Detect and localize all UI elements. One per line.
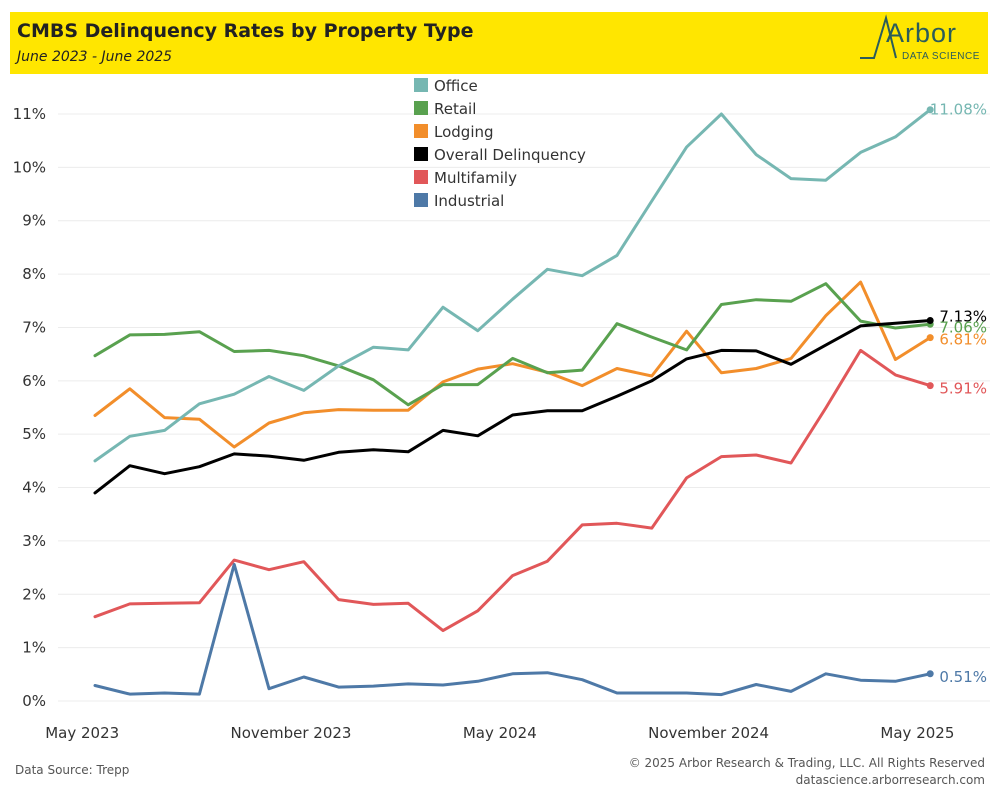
- y-tick-label: 9%: [22, 212, 46, 230]
- legend-swatch: [414, 170, 428, 184]
- series-line-multifamily: [93, 348, 932, 633]
- x-tick-label: May 2024: [463, 724, 537, 742]
- data-source: Data Source: Trepp: [15, 763, 130, 777]
- series-end-point: [926, 106, 934, 114]
- end-value-label: 7.13%: [939, 308, 987, 326]
- legend-label: Office: [434, 77, 478, 95]
- series-end-point: [926, 317, 934, 325]
- series-line-overall-delinquency: [93, 319, 932, 495]
- chart-header: CMBS Delinquency Rates by Property Type …: [10, 12, 988, 74]
- end-value-label: 6.81%: [939, 331, 987, 349]
- y-tick-label: 10%: [13, 158, 46, 176]
- series-end-point: [926, 670, 934, 678]
- y-tick-label: 8%: [22, 265, 46, 283]
- footer-credits: © 2025 Arbor Research & Trading, LLC. Al…: [629, 755, 985, 789]
- series-end-point: [926, 382, 934, 390]
- legend-swatch: [414, 78, 428, 92]
- legend-label: Multifamily: [434, 169, 517, 187]
- series-line-retail: [93, 282, 932, 407]
- legend-label: Retail: [434, 100, 476, 118]
- legend-label: Overall Delinquency: [434, 146, 586, 164]
- x-tick-label: May 2023: [45, 724, 119, 742]
- legend-swatch: [414, 193, 428, 207]
- series-line-industrial: [93, 562, 932, 697]
- x-tick-label: November 2024: [648, 724, 769, 742]
- legend-label: Industrial: [434, 192, 504, 210]
- legend-label: Lodging: [434, 123, 494, 141]
- legend-swatch: [414, 101, 428, 115]
- series-line-office: [93, 108, 932, 463]
- y-tick-label: 4%: [22, 479, 46, 497]
- series-line-lodging: [93, 280, 932, 449]
- y-tick-label: 7%: [22, 318, 46, 336]
- series-end-point: [926, 334, 934, 342]
- y-tick-label: 5%: [22, 425, 46, 443]
- logo-subtitle: DATA SCIENCE: [902, 51, 980, 62]
- x-tick-label: November 2023: [231, 724, 352, 742]
- copyright-text: © 2025 Arbor Research & Trading, LLC. Al…: [628, 756, 985, 770]
- end-value-label: 5.91%: [939, 380, 987, 398]
- y-tick-label: 1%: [22, 639, 46, 657]
- chart-title: CMBS Delinquency Rates by Property Type: [17, 20, 474, 42]
- website-link[interactable]: datascience.arborresearch.com: [795, 773, 985, 787]
- x-tick-label: May 2025: [880, 724, 954, 742]
- end-value-label: 0.51%: [939, 668, 987, 686]
- y-tick-label: 0%: [22, 692, 46, 710]
- legend-swatch: [414, 147, 428, 161]
- y-tick-label: 2%: [22, 585, 46, 603]
- end-value-label: 11.08%: [930, 101, 987, 119]
- legend-swatch: [414, 124, 428, 138]
- end-value-label: 7.06%: [939, 318, 987, 336]
- y-tick-label: 3%: [22, 532, 46, 550]
- y-tick-label: 6%: [22, 372, 46, 390]
- chart-subtitle: June 2023 - June 2025: [17, 49, 173, 65]
- arbor-logo-icon: [860, 14, 897, 59]
- y-tick-label: 11%: [13, 105, 46, 123]
- logo-word: Arbor: [886, 18, 958, 48]
